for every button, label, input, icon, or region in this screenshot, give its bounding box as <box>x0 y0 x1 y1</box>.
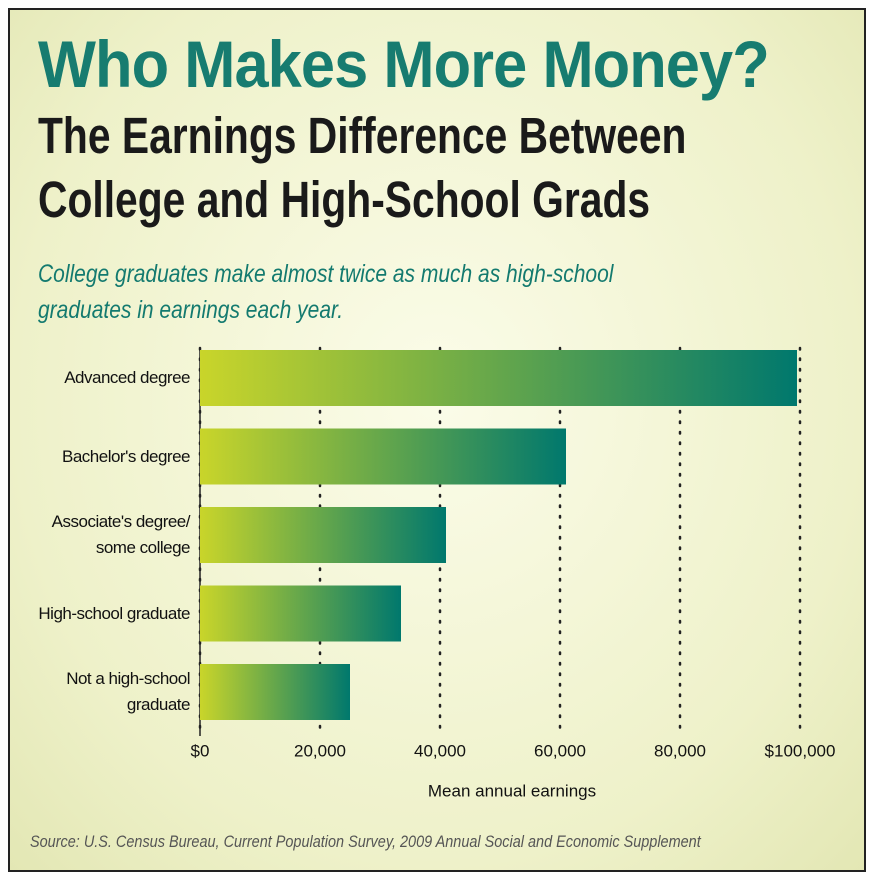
description: College graduates make almost twice as m… <box>38 260 614 324</box>
source: Source: U.S. Census Bureau, Current Popu… <box>30 832 701 851</box>
category-label: Associate's degree/ some college <box>51 512 191 557</box>
x-tick-label: 20,000 <box>294 741 346 760</box>
x-tick-label: 40,000 <box>414 741 466 760</box>
bar <box>200 585 401 642</box>
category-label: Not a high-school graduate <box>66 669 190 714</box>
x-tick-label: 60,000 <box>534 741 586 760</box>
x-tick-label: $0 <box>191 741 210 760</box>
category-label: Advanced degree <box>64 368 190 387</box>
x-tick-label: 80,000 <box>654 741 706 760</box>
category-label: Bachelor's degree <box>62 446 191 466</box>
x-tick-label: $100,000 <box>765 741 836 760</box>
category-label: High-school graduate <box>38 603 190 623</box>
subtitle: The Earnings Difference Between College … <box>38 107 687 228</box>
bar <box>200 664 350 720</box>
bar <box>200 428 566 485</box>
title: Who Makes More Money? <box>38 27 770 101</box>
bar <box>200 507 446 563</box>
bar <box>200 350 797 406</box>
x-axis-label: Mean annual earnings <box>428 781 596 800</box>
